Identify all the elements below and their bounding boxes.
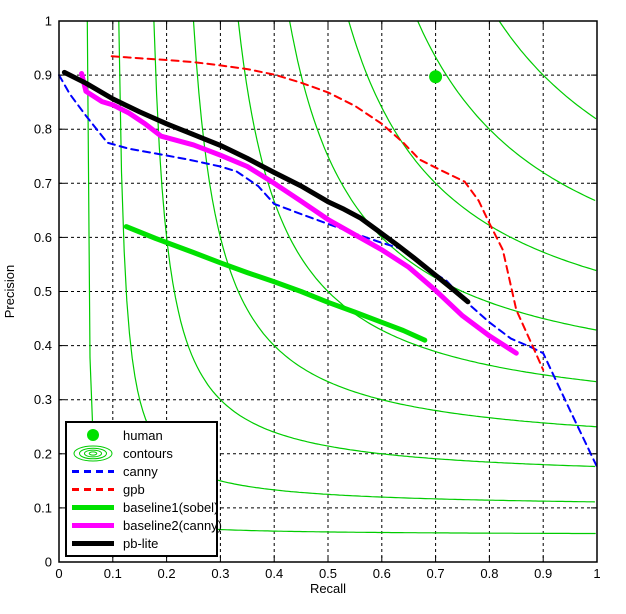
legend[interactable]: human contours canny gpb baseline1(sobe: [65, 421, 222, 557]
legend-item-human[interactable]: human: [71, 426, 212, 444]
x-tick-labels: 0 0.1 0.2 0.3 0.4 0.5 0.6 0.7 0.8 0.9 1: [55, 566, 600, 581]
legend-label-canny: canny: [123, 463, 158, 479]
legend-item-contours[interactable]: contours: [71, 444, 212, 462]
series-baseline1-sobel-: [123, 224, 428, 343]
y-tick-label: 0: [45, 555, 52, 570]
y-tick-label: 0.5: [34, 284, 52, 299]
y-tick-label: 0.2: [34, 446, 52, 461]
legend-label-baseline2: baseline2(canny): [123, 517, 223, 533]
y-axis-label: Precision: [2, 265, 17, 318]
series-baseline2-canny-: [79, 71, 519, 356]
gpb-dashed-line-icon: [71, 487, 115, 491]
iso-f-contour: [153, 20, 596, 468]
legend-item-baseline2[interactable]: baseline2(canny): [71, 516, 222, 534]
y-tick-labels: 0 0.1 0.2 0.3 0.4 0.5 0.6 0.7 0.8 0.9 1: [34, 14, 52, 570]
iso-f-contour: [348, 20, 597, 272]
legend-label-human: human: [123, 427, 163, 443]
legend-label-gpb: gpb: [123, 481, 145, 497]
x-tick-label: 0.1: [104, 566, 122, 581]
x-tick-label: 0.2: [158, 566, 176, 581]
baseline1-line-icon: [71, 504, 115, 510]
y-tick-label: 0.8: [34, 122, 52, 137]
x-tick-label: 0.8: [480, 566, 498, 581]
y-tick-label: 1: [45, 14, 52, 29]
legend-item-pblite[interactable]: pb-lite: [71, 534, 212, 552]
y-tick-label: 0.7: [34, 176, 52, 191]
legend-item-canny[interactable]: canny: [71, 462, 212, 480]
pblite-line-icon: [71, 540, 115, 546]
contours-ellipses-icon: [71, 445, 115, 462]
series-gpb: [110, 55, 545, 371]
iso-f-contour: [498, 20, 597, 120]
iso-f-contour: [192, 20, 598, 428]
iso-f-contour: [417, 20, 596, 202]
human-dot-icon: [71, 429, 115, 441]
iso-f-contour: [237, 20, 597, 383]
y-tick-label: 0.4: [34, 338, 52, 353]
axis-ticks: [58, 20, 598, 563]
baseline2-line-icon: [71, 522, 115, 528]
series-canny: [58, 74, 598, 468]
x-tick-label: 1: [593, 566, 600, 581]
x-tick-label: 0.7: [427, 566, 445, 581]
x-tick-label: 0: [55, 566, 62, 581]
legend-label-pblite: pb-lite: [123, 535, 159, 551]
human-performance-dot: [429, 70, 443, 84]
y-tick-label: 0.6: [34, 230, 52, 245]
y-tick-label: 0.3: [34, 392, 52, 407]
legend-label-baseline1: baseline1(sobel): [123, 499, 219, 515]
y-tick-label: 0.1: [34, 500, 52, 515]
x-tick-label: 0.9: [534, 566, 552, 581]
y-tick-label: 0.9: [34, 68, 52, 83]
x-tick-label: 0.5: [319, 566, 337, 581]
x-tick-label: 0.4: [265, 566, 283, 581]
series-pb-lite: [61, 69, 471, 305]
x-axis-label: Recall: [310, 581, 346, 596]
legend-item-gpb[interactable]: gpb: [71, 480, 212, 498]
legend-item-baseline1[interactable]: baseline1(sobel): [71, 498, 218, 516]
canny-dashed-line-icon: [71, 469, 115, 473]
legend-label-contours: contours: [123, 445, 173, 461]
x-tick-label: 0.3: [211, 566, 229, 581]
x-tick-label: 0.6: [373, 566, 391, 581]
